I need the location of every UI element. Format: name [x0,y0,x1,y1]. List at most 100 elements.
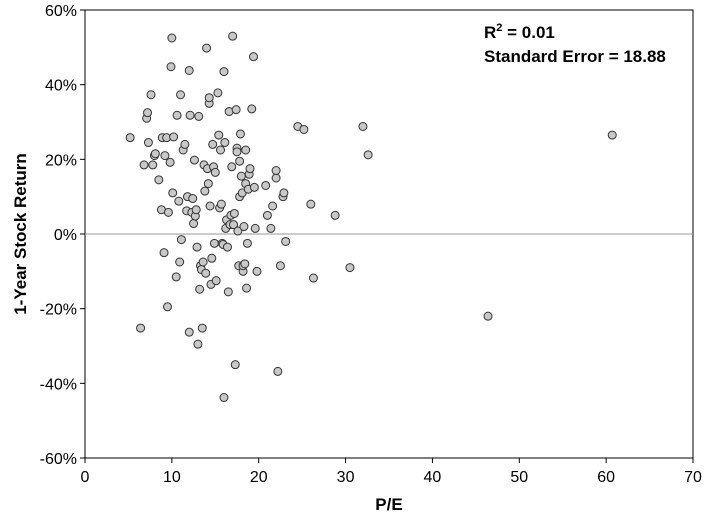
data-point [192,242,202,252]
data-point [268,201,278,211]
data-point [240,259,250,269]
y-tick-label: -60% [40,451,77,468]
data-point [202,43,212,53]
data-point [166,62,176,72]
data-point [249,52,259,62]
data-point [194,111,204,121]
data-point [213,88,223,98]
data-point [184,327,194,337]
data-point [236,171,246,181]
data-point [210,167,220,177]
x-axis-ticks: 0 10 20 30 40 50 60 70 [81,458,702,486]
x-tick-label: 20 [250,469,268,486]
data-point [279,188,289,198]
data-point [197,323,207,333]
r-squared-superscript: 2 [496,22,502,34]
data-point [219,67,229,77]
data-point [232,147,242,157]
data-point [214,130,224,140]
data-point [125,133,135,143]
data-point [165,157,175,167]
data-point [195,284,205,294]
data-point [175,257,185,267]
data-point [249,182,259,192]
x-tick-label: 50 [510,469,528,486]
data-point [193,339,203,349]
data-point [171,272,181,282]
data-point [229,208,239,218]
data-point [167,33,177,43]
data-point [483,311,493,321]
data-point [247,104,257,114]
x-axis-title: P/E [375,495,402,514]
data-point [239,222,249,232]
data-point [233,226,243,236]
data-point [242,238,252,248]
data-point [136,323,146,333]
data-point [180,139,190,149]
data-point [235,129,245,139]
data-point [198,257,208,267]
data-point [230,360,240,370]
data-point [363,150,373,160]
data-point [245,164,255,174]
data-points [125,31,617,403]
data-point [176,90,186,100]
x-tick-label: 40 [424,469,442,486]
data-point [241,145,251,155]
data-point [306,199,316,209]
y-axis-ticks: -60% -40% -20% 0% 20% 40% 60% [40,3,85,468]
data-point [275,261,285,271]
x-tick-label: 60 [597,469,615,486]
data-point [308,273,318,283]
data-point [271,166,281,176]
data-point [184,65,194,75]
data-point [229,220,239,230]
data-point [176,235,186,245]
y-axis-title: 1-Year Stock Return [11,153,30,315]
standard-error-annotation: Standard Error = 18.88 [484,47,666,66]
r-squared-annotation: R2 = 0.01 [484,22,555,42]
data-point [168,188,178,198]
data-point [150,149,160,159]
data-point [228,31,238,41]
data-point [160,151,170,161]
data-point [163,207,173,217]
x-tick-label: 0 [81,469,90,486]
data-point [148,160,158,170]
data-point [252,266,262,276]
y-tick-label: -40% [40,376,77,393]
data-point [220,138,230,148]
data-point [250,223,260,233]
x-tick-label: 70 [684,469,702,486]
data-point [172,110,182,120]
data-point [154,175,164,185]
data-point [185,110,195,120]
data-point [191,205,201,215]
data-point [143,138,153,148]
x-tick-label: 30 [337,469,355,486]
data-point [222,242,232,252]
data-point [146,90,156,100]
r-squared-prefix: R [484,23,496,42]
data-point [299,124,309,134]
data-point [219,393,229,403]
data-point [235,156,245,166]
data-point [200,186,210,196]
x-tick-label: 10 [163,469,181,486]
data-point [169,132,179,142]
data-point [330,210,340,220]
y-tick-label: 60% [45,3,77,20]
data-point [261,180,271,190]
data-point [159,248,169,258]
data-point [607,130,617,140]
data-point [174,196,184,206]
data-point [227,162,237,172]
r-squared-value: = 0.01 [502,23,554,42]
data-point [207,253,217,263]
data-point [189,219,199,229]
data-point [201,268,211,278]
data-point [271,173,281,183]
data-point [273,366,283,376]
